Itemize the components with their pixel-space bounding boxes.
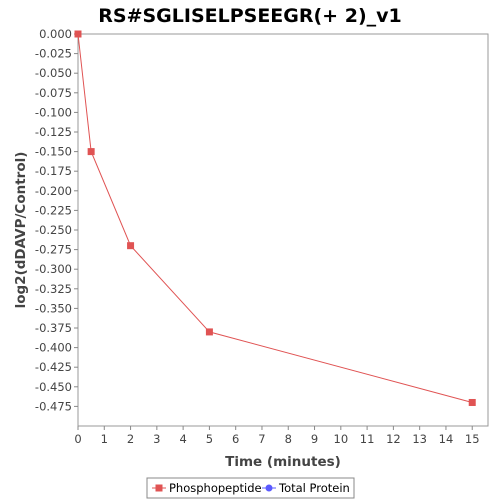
x-axis: 0 1 2 3 4 5 6 7 8 9 10 11 12 13 14 15 — [74, 426, 480, 446]
y-tick-label: -0.400 — [35, 341, 72, 355]
legend-box — [146, 477, 355, 499]
data-point — [87, 148, 95, 156]
x-tick-label: 5 — [206, 432, 213, 446]
y-tick-label: -0.450 — [35, 380, 72, 394]
y-tick-label: -0.075 — [35, 86, 72, 100]
y-tick-label: -0.375 — [35, 321, 72, 335]
x-tick-label: 4 — [179, 432, 186, 446]
x-tick-label: 0 — [74, 432, 81, 446]
y-axis-label: log2(dDAVP/Control) — [13, 152, 29, 309]
y-tick-label: -0.175 — [35, 164, 72, 178]
x-tick-label: 1 — [101, 432, 108, 446]
x-tick-label: 13 — [412, 432, 427, 446]
data-point — [205, 328, 213, 336]
plot-frame — [77, 33, 489, 427]
x-tick-label: 8 — [285, 432, 292, 446]
plot-area — [77, 33, 489, 427]
x-tick-label: 15 — [465, 432, 480, 446]
x-tick-label: 2 — [127, 432, 134, 446]
legend-label: Total Protein — [278, 481, 350, 495]
series-layer — [74, 30, 476, 406]
data-point — [74, 30, 82, 38]
y-tick-label: -0.425 — [35, 360, 72, 374]
y-tick-label: 0.000 — [39, 27, 72, 41]
y-tick-label: -0.150 — [35, 145, 72, 159]
y-tick-label: -0.200 — [35, 184, 72, 198]
x-tick-label: 3 — [153, 432, 160, 446]
x-tick-label: 11 — [360, 432, 375, 446]
x-tick-label: 12 — [386, 432, 401, 446]
y-tick-label: -0.125 — [35, 125, 72, 139]
x-tick-label: 6 — [232, 432, 239, 446]
x-tick-label: 10 — [334, 432, 349, 446]
y-tick-label: -0.325 — [35, 282, 72, 296]
y-tick-label: -0.475 — [35, 399, 72, 413]
y-tick-label: -0.300 — [35, 262, 72, 276]
x-tick-label: 14 — [439, 432, 454, 446]
y-tick-label: -0.100 — [35, 105, 72, 119]
legend-marker — [265, 484, 273, 492]
y-tick-label: -0.225 — [35, 203, 72, 217]
chart-title: RS#SGLISELPSEEGR(+ 2)_v1 — [98, 5, 401, 27]
legend: Phosphopeptide Total Protein — [146, 477, 355, 499]
y-tick-label: -0.350 — [35, 301, 72, 315]
x-tick-label: 9 — [311, 432, 318, 446]
y-tick-label: -0.025 — [35, 47, 72, 61]
legend-label: Phosphopeptide — [169, 481, 262, 495]
data-point — [127, 242, 135, 250]
y-tick-label: -0.275 — [35, 243, 72, 257]
x-axis-label: Time (minutes) — [225, 454, 341, 470]
x-tick-label: 7 — [258, 432, 265, 446]
y-axis: 0.000 -0.025 -0.050 -0.075 -0.100 -0.125 -0.15… — [35, 27, 78, 413]
legend-marker — [155, 484, 163, 492]
data-point — [468, 398, 476, 406]
y-tick-label: -0.050 — [35, 66, 72, 80]
y-tick-label: -0.250 — [35, 223, 72, 237]
